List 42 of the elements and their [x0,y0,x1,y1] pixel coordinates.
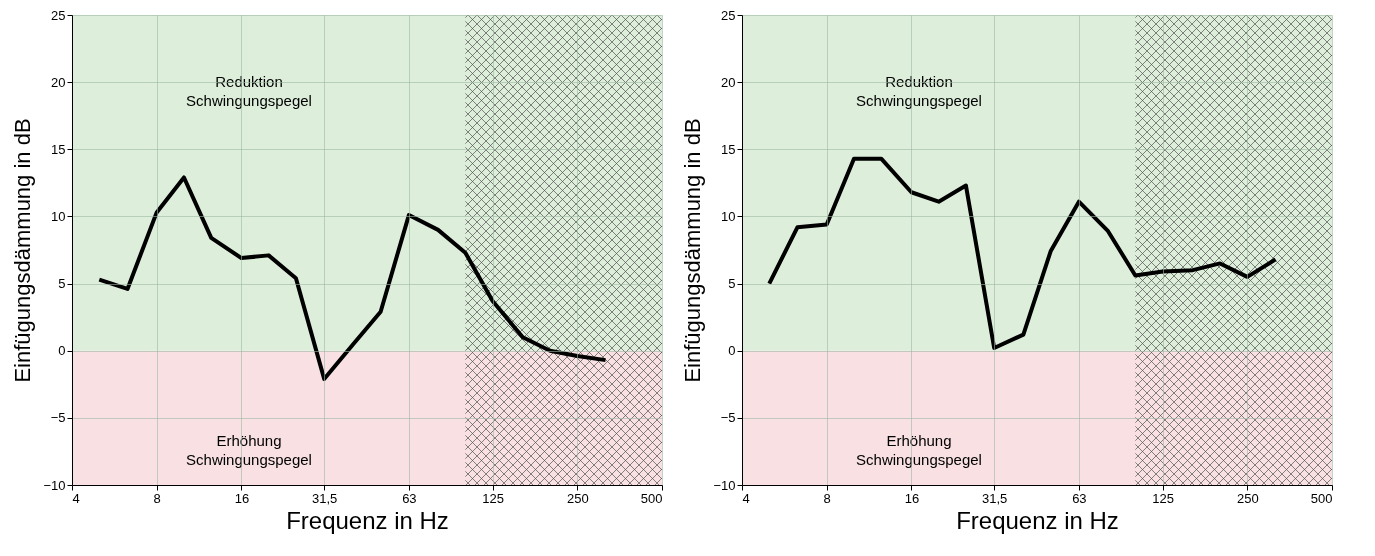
y-axis-title: Einfügungsdämmung in dB [680,118,706,383]
band-label: Reduktion Schwingungspegel [186,73,312,110]
x-tick-label: 125 [1152,490,1174,506]
x-tick-label: 250 [566,490,589,506]
x-tick-label: 63 [402,490,417,506]
y-tick-label: 15 [51,141,66,157]
x-tick-label: 16 [234,490,250,506]
x-tick-label: 31,5 [312,490,338,506]
y-tick-label: 5 [58,276,66,292]
y-tick-label: 20 [721,74,736,90]
x-tick-label: 63 [1072,490,1087,506]
y-tick-label: 10 [721,208,736,224]
band-label: Reduktion Schwingungspegel [856,73,982,110]
y-tick-label: −5 [50,410,66,426]
line-series [97,175,608,381]
y-tick-label: 20 [51,74,66,90]
x-axis-title: Frequenz in Hz [286,506,449,534]
y-tick-label: 10 [51,208,66,224]
y-axis-title: Einfügungsdämmung in dB [10,118,36,383]
x-tick-label: 31,5 [982,490,1008,506]
x-tick-label: 8 [153,490,161,506]
x-tick-label: 125 [482,490,504,506]
y-tick-label: −10 [43,477,66,493]
band-label: Erhöhung Schwingungspegel [856,431,982,468]
y-tick-label: 0 [58,343,66,359]
x-tick-label: 8 [823,490,831,506]
x-axis-title: Frequenz in Hz [956,506,1119,534]
y-tick-label: 5 [728,276,736,292]
x-tick-label: 16 [904,490,920,506]
x-tick-label: 250 [1236,490,1259,506]
x-tick-label: 4 [742,490,750,506]
band-label: Erhöhung Schwingungspegel [186,431,312,468]
x-tick-label: 500 [1310,490,1333,506]
y-tick-label: 15 [721,141,736,157]
line-series [767,156,1278,351]
y-tick-label: −5 [720,410,736,426]
y-tick-label: −10 [713,477,736,493]
y-tick-label: 25 [51,7,66,23]
x-tick-label: 500 [640,490,663,506]
y-tick-label: 25 [721,7,736,23]
y-tick-label: 0 [728,343,736,359]
x-tick-label: 4 [72,490,80,506]
